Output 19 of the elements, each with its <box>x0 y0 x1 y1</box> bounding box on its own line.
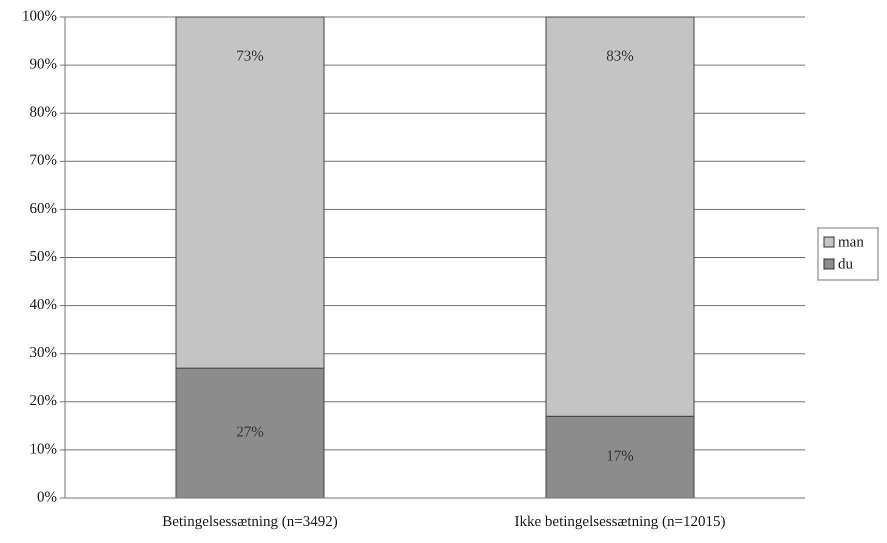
y-tick-label: 90% <box>30 56 57 73</box>
data-label: 83% <box>606 48 634 64</box>
y-tick-label: 60% <box>30 200 57 217</box>
y-tick-label: 40% <box>30 297 57 314</box>
y-tick-label: 20% <box>30 393 57 410</box>
y-tick-label: 70% <box>30 152 57 169</box>
x-tick-label: Betingelsessætning (n=3492) <box>162 514 338 530</box>
data-label: 27% <box>236 424 264 441</box>
legend-label: man <box>838 234 864 250</box>
data-label: 73% <box>236 48 264 64</box>
y-tick-label: 50% <box>30 248 57 265</box>
y-tick-label: 80% <box>30 104 57 121</box>
y-tick-label: 100% <box>22 8 57 24</box>
x-tick-label: Ikke betingelsessætning (n=12015) <box>514 514 726 530</box>
y-tick-label: 30% <box>30 345 57 362</box>
y-tick-label: 0% <box>37 489 57 506</box>
legend-label: du <box>838 256 854 272</box>
y-tick-label: 10% <box>30 441 57 458</box>
data-label: 17% <box>606 448 634 465</box>
